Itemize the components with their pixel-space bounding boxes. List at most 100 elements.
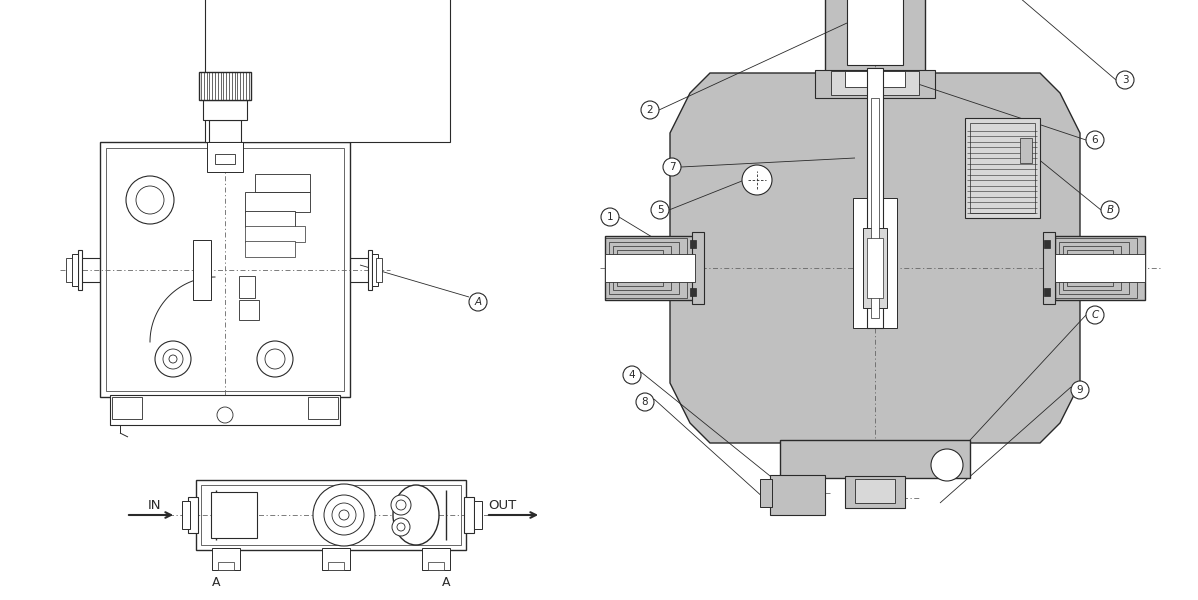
- Circle shape: [217, 407, 232, 423]
- Text: A: A: [474, 297, 482, 307]
- Bar: [770, 475, 825, 515]
- Bar: [208, 120, 241, 142]
- Polygon shape: [670, 73, 1081, 443]
- Bar: [1055, 236, 1145, 300]
- Bar: [867, 238, 883, 298]
- Bar: [193, 240, 211, 300]
- Bar: [845, 476, 904, 508]
- Bar: [1055, 254, 1145, 282]
- Bar: [970, 123, 1035, 213]
- Text: 3: 3: [1121, 75, 1129, 85]
- Ellipse shape: [393, 485, 438, 545]
- Bar: [182, 501, 190, 529]
- Bar: [238, 300, 259, 320]
- Circle shape: [339, 510, 349, 520]
- Text: C: C: [1091, 310, 1099, 320]
- Circle shape: [1071, 381, 1089, 399]
- Bar: [78, 250, 81, 290]
- Bar: [613, 246, 671, 290]
- Circle shape: [641, 101, 659, 119]
- Circle shape: [397, 523, 405, 531]
- Text: 4: 4: [629, 370, 635, 380]
- Circle shape: [623, 366, 641, 384]
- Circle shape: [392, 518, 410, 536]
- Bar: [255, 174, 310, 192]
- Bar: [825, 0, 925, 73]
- Bar: [238, 276, 255, 298]
- Circle shape: [169, 355, 177, 363]
- Bar: [428, 562, 444, 570]
- Bar: [605, 254, 695, 282]
- Bar: [376, 258, 382, 282]
- Bar: [853, 198, 897, 328]
- Bar: [1067, 250, 1113, 286]
- Bar: [218, 562, 234, 570]
- Bar: [871, 98, 879, 318]
- Bar: [464, 497, 474, 533]
- Bar: [72, 254, 78, 286]
- Bar: [605, 236, 695, 300]
- Bar: [308, 397, 338, 419]
- Bar: [207, 142, 243, 172]
- Bar: [867, 68, 883, 328]
- Circle shape: [163, 349, 183, 369]
- Circle shape: [258, 341, 294, 377]
- Bar: [328, 562, 344, 570]
- Text: 6: 6: [1091, 135, 1099, 145]
- Bar: [609, 242, 679, 294]
- Bar: [1043, 240, 1049, 248]
- Circle shape: [1087, 131, 1105, 149]
- Bar: [845, 71, 904, 87]
- Bar: [1055, 238, 1137, 298]
- Bar: [1063, 246, 1121, 290]
- Text: A: A: [212, 576, 220, 589]
- Bar: [760, 479, 772, 507]
- Circle shape: [265, 349, 285, 369]
- Bar: [1043, 232, 1055, 304]
- Circle shape: [1117, 71, 1135, 89]
- Bar: [617, 250, 662, 286]
- Circle shape: [601, 208, 619, 226]
- Text: OUT: OUT: [488, 499, 516, 512]
- Text: 5: 5: [657, 205, 664, 215]
- Bar: [205, 0, 450, 142]
- Circle shape: [397, 500, 406, 510]
- Bar: [368, 250, 373, 290]
- Bar: [111, 397, 143, 419]
- Circle shape: [126, 176, 174, 224]
- Bar: [1019, 138, 1031, 163]
- Text: 1: 1: [606, 212, 613, 222]
- Bar: [211, 492, 258, 538]
- Bar: [863, 228, 887, 308]
- Circle shape: [662, 158, 680, 176]
- Bar: [196, 480, 466, 550]
- Bar: [1059, 242, 1129, 294]
- Bar: [188, 497, 198, 533]
- Text: 9: 9: [1077, 385, 1083, 395]
- Bar: [815, 70, 934, 98]
- Circle shape: [313, 484, 375, 546]
- Bar: [690, 240, 696, 248]
- Circle shape: [137, 186, 164, 214]
- Bar: [199, 72, 252, 100]
- Bar: [99, 142, 350, 397]
- Circle shape: [155, 341, 190, 377]
- Bar: [246, 211, 295, 227]
- Bar: [373, 254, 379, 286]
- Bar: [201, 485, 461, 545]
- Bar: [1043, 288, 1049, 296]
- Bar: [322, 548, 350, 570]
- Circle shape: [468, 293, 488, 311]
- Bar: [831, 71, 919, 95]
- Bar: [780, 440, 970, 478]
- Circle shape: [391, 495, 411, 515]
- Bar: [214, 154, 235, 164]
- Circle shape: [1087, 306, 1105, 324]
- Text: A: A: [442, 576, 450, 589]
- Bar: [605, 238, 686, 298]
- Bar: [692, 232, 704, 304]
- Bar: [246, 226, 305, 242]
- Bar: [202, 100, 247, 120]
- Circle shape: [742, 165, 772, 195]
- Bar: [690, 288, 696, 296]
